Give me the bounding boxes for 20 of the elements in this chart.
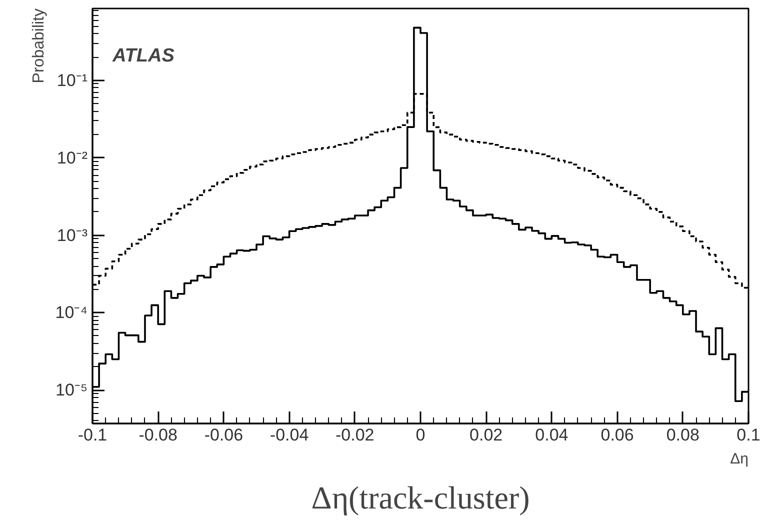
y-tick-label: 10⁻⁴	[55, 303, 88, 322]
x-tick-label: 0.08	[666, 426, 700, 444]
x-tick-label: 0.02	[470, 426, 503, 444]
x-tick-label: 0.1	[736, 426, 760, 444]
x-tick-label: -0.1	[78, 426, 108, 444]
x-tick-label: -0.08	[138, 426, 178, 444]
annotation: ATLAS	[112, 46, 175, 66]
x-tick-label: -0.04	[270, 426, 309, 444]
x-tick-label: 0	[416, 426, 426, 444]
y-tick-label: 10⁻²	[56, 148, 88, 168]
y-tick-label: 10⁻¹	[56, 70, 88, 90]
x-tick-label: 0.06	[600, 426, 634, 444]
x-tick-label: -0.02	[336, 426, 374, 444]
x-tick-label: -0.06	[204, 426, 244, 444]
y-axis-title: Probability	[30, 8, 48, 84]
x-tick-label: 0.04	[535, 426, 568, 444]
y-tick-label: 10⁻³	[56, 226, 88, 245]
x-axis-title: Δη	[730, 450, 749, 468]
y-tick-label: 10⁻⁵	[56, 380, 88, 400]
text: Δη(track-cluster)	[311, 480, 530, 516]
